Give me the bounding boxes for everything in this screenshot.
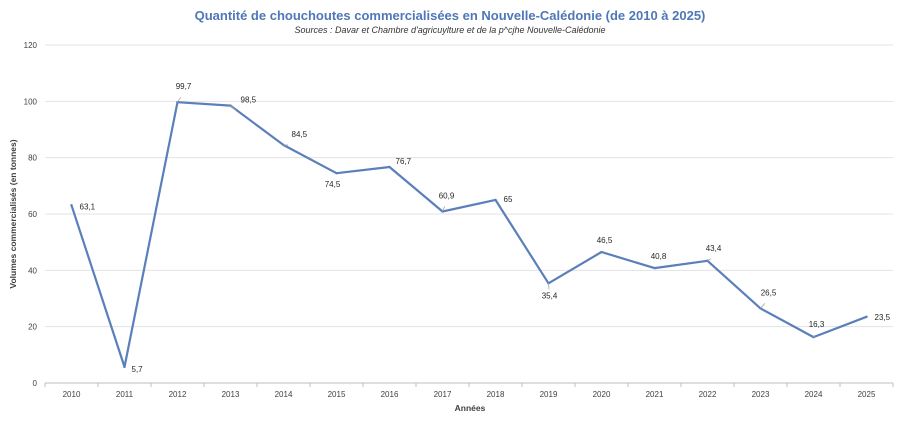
y-axis-ticks: 0 20 40 60 80 100 120 [24,41,38,388]
y-tick-label: 40 [28,266,37,275]
x-tick-label: 2018 [487,390,505,399]
data-label: 98,5 [241,96,257,105]
data-point [653,266,656,270]
data-point [70,204,73,207]
data-labels: 63,1 5,7 99,7 98,5 84,5 74,5 76,7 60,9 65 35,4 46,… [80,82,891,374]
data-label: 74,5 [325,180,341,189]
x-tick-label: 2010 [63,390,81,399]
x-tick-label: 2014 [275,390,293,399]
data-label-leader [813,334,816,338]
data-point [335,171,338,175]
data-point [865,315,868,319]
data-label-leader [177,96,182,103]
y-tick-label: 100 [24,97,38,106]
x-tick-label: 2020 [593,390,611,399]
data-label: 5,7 [132,365,144,374]
x-tick-label: 2011 [116,390,134,399]
data-label: 40,8 [651,252,667,261]
x-tick-label: 2024 [805,390,823,399]
x-tick-label: 2015 [328,390,346,399]
data-label: 65 [504,195,513,204]
x-tick-label: 2016 [381,390,399,399]
data-label: 23,5 [875,313,891,322]
data-point [547,282,550,285]
data-label: 76,7 [396,157,412,166]
data-label-leader [442,206,446,212]
axes [44,382,894,387]
data-label: 63,1 [80,202,96,211]
data-label-leader [548,283,550,290]
data-point [123,365,126,369]
y-tick-label: 60 [28,210,37,219]
data-label: 26,5 [761,288,777,297]
data-label: 16,3 [809,320,825,329]
data-label: 60,9 [439,191,455,200]
gridlines [45,44,893,328]
x-tick-label: 2017 [434,390,452,399]
series-volumes [70,100,868,369]
data-point [600,250,603,254]
data-point [494,198,497,202]
chart-subtitle: Sources : Davar et Chambre d'agricuyltur… [294,25,605,35]
x-tick-label: 2013 [222,390,240,399]
data-label: 35,4 [542,291,558,300]
x-tick-label: 2021 [646,390,664,399]
series-line [70,101,868,368]
x-axis-ticks: 2010 2011 2012 2013 2014 2015 2016 2017 2018 2019… [63,390,876,399]
data-label-leader [760,303,766,309]
data-label: 43,4 [706,244,722,253]
data-label-leader [230,105,237,111]
data-point [388,165,391,169]
data-label: 99,7 [176,82,192,91]
x-tick-label: 2025 [858,390,876,399]
chart-title: Quantité de chouchoutes commercialisées … [195,8,706,23]
x-axis-title: Années [455,403,486,413]
y-axis-title: Volumes commercialisés (en tonnes) [8,139,18,288]
x-tick-label: 2023 [752,390,770,399]
y-tick-label: 80 [28,154,37,163]
x-tick-label: 2022 [699,390,717,399]
y-tick-label: 120 [24,41,38,50]
x-tick-label: 2012 [169,390,187,399]
data-label-leader [707,258,712,262]
data-label: 84,5 [292,130,308,139]
x-tick-label: 2019 [540,390,558,399]
data-label: 46,5 [597,236,613,245]
y-tick-label: 0 [33,379,38,388]
y-tick-label: 20 [28,323,37,332]
